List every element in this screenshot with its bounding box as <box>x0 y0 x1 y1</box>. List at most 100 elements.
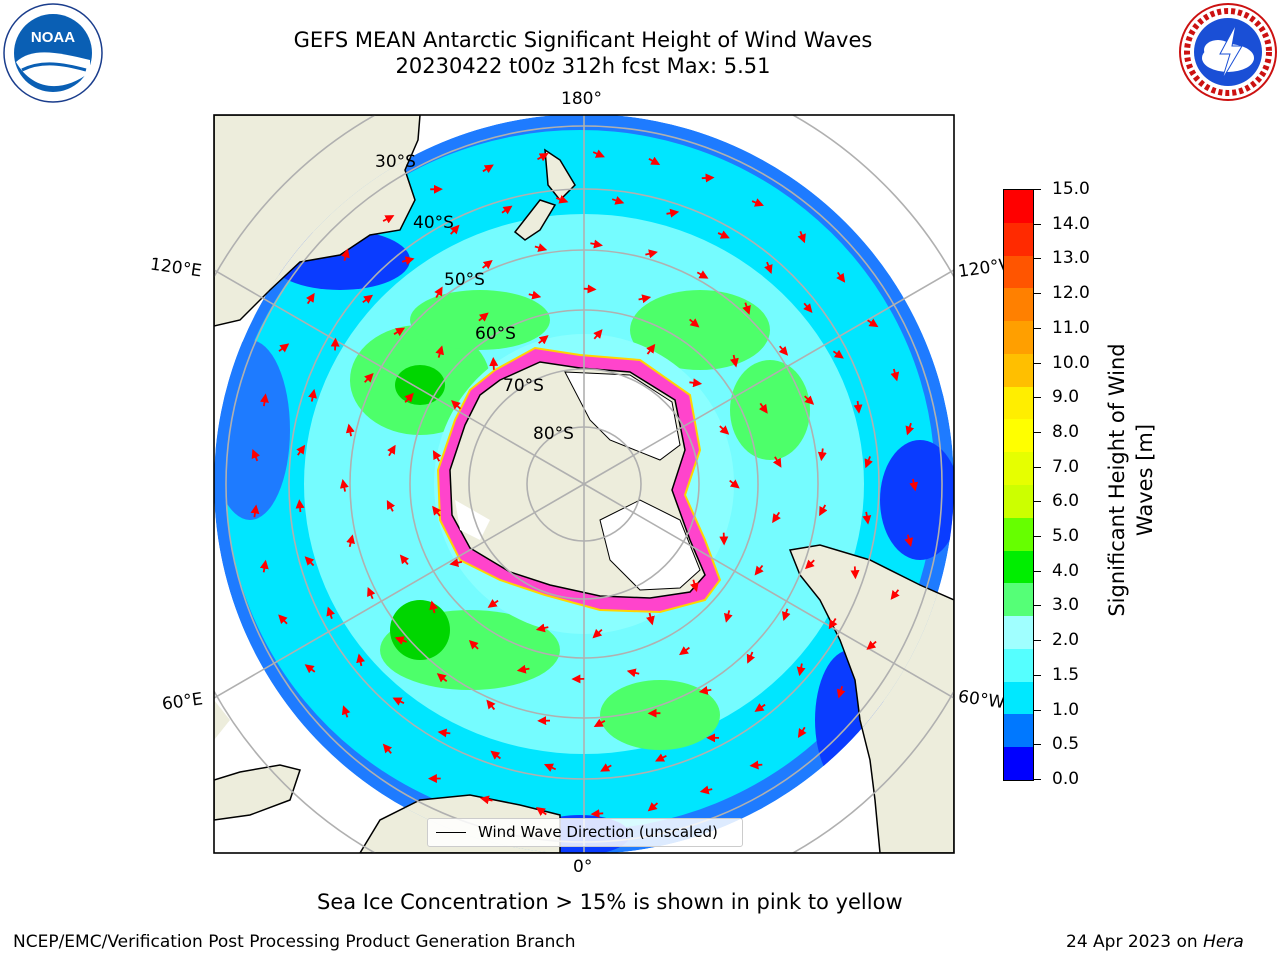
wave-direction-arrow <box>729 354 739 368</box>
wave-direction-arrow <box>646 612 655 626</box>
colorbar-tick-mark <box>1034 327 1041 329</box>
wave-direction-arrow <box>583 284 597 294</box>
wave-direction-arrow <box>487 599 499 608</box>
wave-direction-arrow <box>592 149 605 158</box>
wave-direction-arrow <box>479 795 493 805</box>
wave-direction-arrow <box>260 393 269 407</box>
wave-direction-arrow <box>758 402 768 414</box>
wave-direction-arrow <box>592 628 603 639</box>
colorbar-segment <box>1004 452 1033 486</box>
colorbar-tick-mark <box>1034 397 1041 399</box>
colorbar-tick-mark <box>1034 431 1041 433</box>
colorbar-tick-label: 10.0 <box>1052 352 1090 373</box>
colorbar-tick-mark <box>1034 362 1041 364</box>
wave-direction-arrow <box>781 608 791 622</box>
colorbar-segment <box>1004 550 1033 584</box>
colorbar-tick-mark <box>1034 779 1041 780</box>
colorbar-tick-mark <box>1034 640 1041 642</box>
colorbar <box>1003 189 1034 781</box>
map-frame <box>213 114 955 854</box>
wave-direction-arrow <box>593 329 603 340</box>
colorbar-tick-mark <box>1034 189 1041 190</box>
lat-label-60s: 60°S <box>475 324 516 344</box>
wave-direction-arrow <box>904 534 914 548</box>
wave-direction-arrow <box>867 318 879 328</box>
wave-direction-arrow <box>535 807 547 816</box>
colorbar-segment <box>1004 419 1033 453</box>
lat-label-80s: 80°S <box>533 424 574 444</box>
wave-direction-arrow <box>717 230 730 239</box>
wave-direction-arrow <box>890 589 900 600</box>
colorbar-tick-label: 9.0 <box>1052 387 1080 408</box>
map-legend: Wind Wave Direction (unscaled) <box>427 818 743 847</box>
wave-direction-arrow <box>864 456 873 469</box>
wave-direction-arrow <box>382 743 393 754</box>
wave-direction-arrow <box>308 388 317 402</box>
wave-direction-arrow <box>432 505 442 517</box>
wave-direction-arrow <box>600 763 612 772</box>
wave-direction-arrow <box>654 753 667 762</box>
wave-direction-arrow <box>278 614 288 625</box>
wave-direction-arrow <box>516 664 530 674</box>
colorbar-tick-label: 6.0 <box>1052 491 1080 512</box>
wave-direction-arrow <box>689 378 703 388</box>
wave-direction-arrow <box>367 586 376 600</box>
wave-direction-arrow <box>341 705 351 718</box>
graticule <box>214 115 954 853</box>
wave-direction-arrow <box>386 500 396 512</box>
colorbar-segment <box>1004 517 1033 552</box>
colorbar-segment <box>1004 583 1033 617</box>
lat-label-70s: 70°S <box>503 376 544 396</box>
wave-direction-arrow <box>538 335 549 345</box>
wave-direction-arrow <box>429 600 438 614</box>
wave-direction-arrow <box>486 699 496 711</box>
wave-direction-arrow <box>537 153 549 162</box>
wave-direction-arrow <box>435 345 444 358</box>
wave-direction-arrow <box>836 685 846 699</box>
colorbar-tick-mark <box>1034 536 1041 538</box>
wave-direction-arrow <box>723 610 733 623</box>
colorbar-tick-mark <box>1034 744 1041 746</box>
wave-direction-arrow <box>296 444 306 456</box>
wave-direction-arrow <box>534 243 548 252</box>
colorbar-segment <box>1004 681 1033 715</box>
wave-direction-arrow <box>346 534 355 548</box>
wave-direction-arrow <box>611 196 625 205</box>
wave-direction-arrow <box>449 558 463 568</box>
wind-wave-arrows <box>250 149 919 819</box>
colorbar-tick-mark <box>1034 466 1041 468</box>
colorbar-tick-mark <box>1034 605 1041 607</box>
wave-direction-arrow <box>638 294 652 304</box>
wave-direction-arrow <box>468 640 479 650</box>
wave-direction-arrow <box>850 566 860 580</box>
legend-line-swatch <box>436 832 466 833</box>
wave-direction-arrow <box>399 554 410 565</box>
wave-direction-arrow <box>647 802 659 812</box>
wave-direction-arrow <box>836 271 846 283</box>
colorbar-segment <box>1004 190 1033 224</box>
wave-direction-arrow <box>690 579 699 593</box>
wave-direction-arrow <box>305 292 315 305</box>
colorbar-tick-label: 7.0 <box>1052 456 1080 477</box>
wave-direction-arrow <box>803 302 813 313</box>
wave-direction-arrow <box>434 286 443 299</box>
wave-direction-arrow <box>862 511 872 525</box>
wave-direction-arrow <box>742 302 751 315</box>
wave-direction-arrow <box>749 760 763 770</box>
wave-direction-arrow <box>251 449 261 462</box>
wave-direction-arrow <box>490 750 501 760</box>
nws-logo <box>1179 3 1277 101</box>
lat-label-30s: 30°S <box>375 152 416 172</box>
wave-direction-arrow <box>356 653 366 667</box>
wave-direction-arrow <box>404 392 414 403</box>
wave-direction-arrow <box>450 224 460 235</box>
wave-direction-arrow <box>393 327 406 337</box>
wave-direction-arrow <box>698 686 712 695</box>
wave-direction-arrow <box>593 718 606 727</box>
colorbar-tick-label: 1.0 <box>1052 699 1080 720</box>
wave-direction-arrow <box>648 156 661 165</box>
wave-direction-arrow <box>832 349 844 359</box>
colorbar-segment <box>1004 222 1033 257</box>
wave-direction-arrow <box>890 368 900 382</box>
wave-direction-arrow <box>382 215 395 224</box>
